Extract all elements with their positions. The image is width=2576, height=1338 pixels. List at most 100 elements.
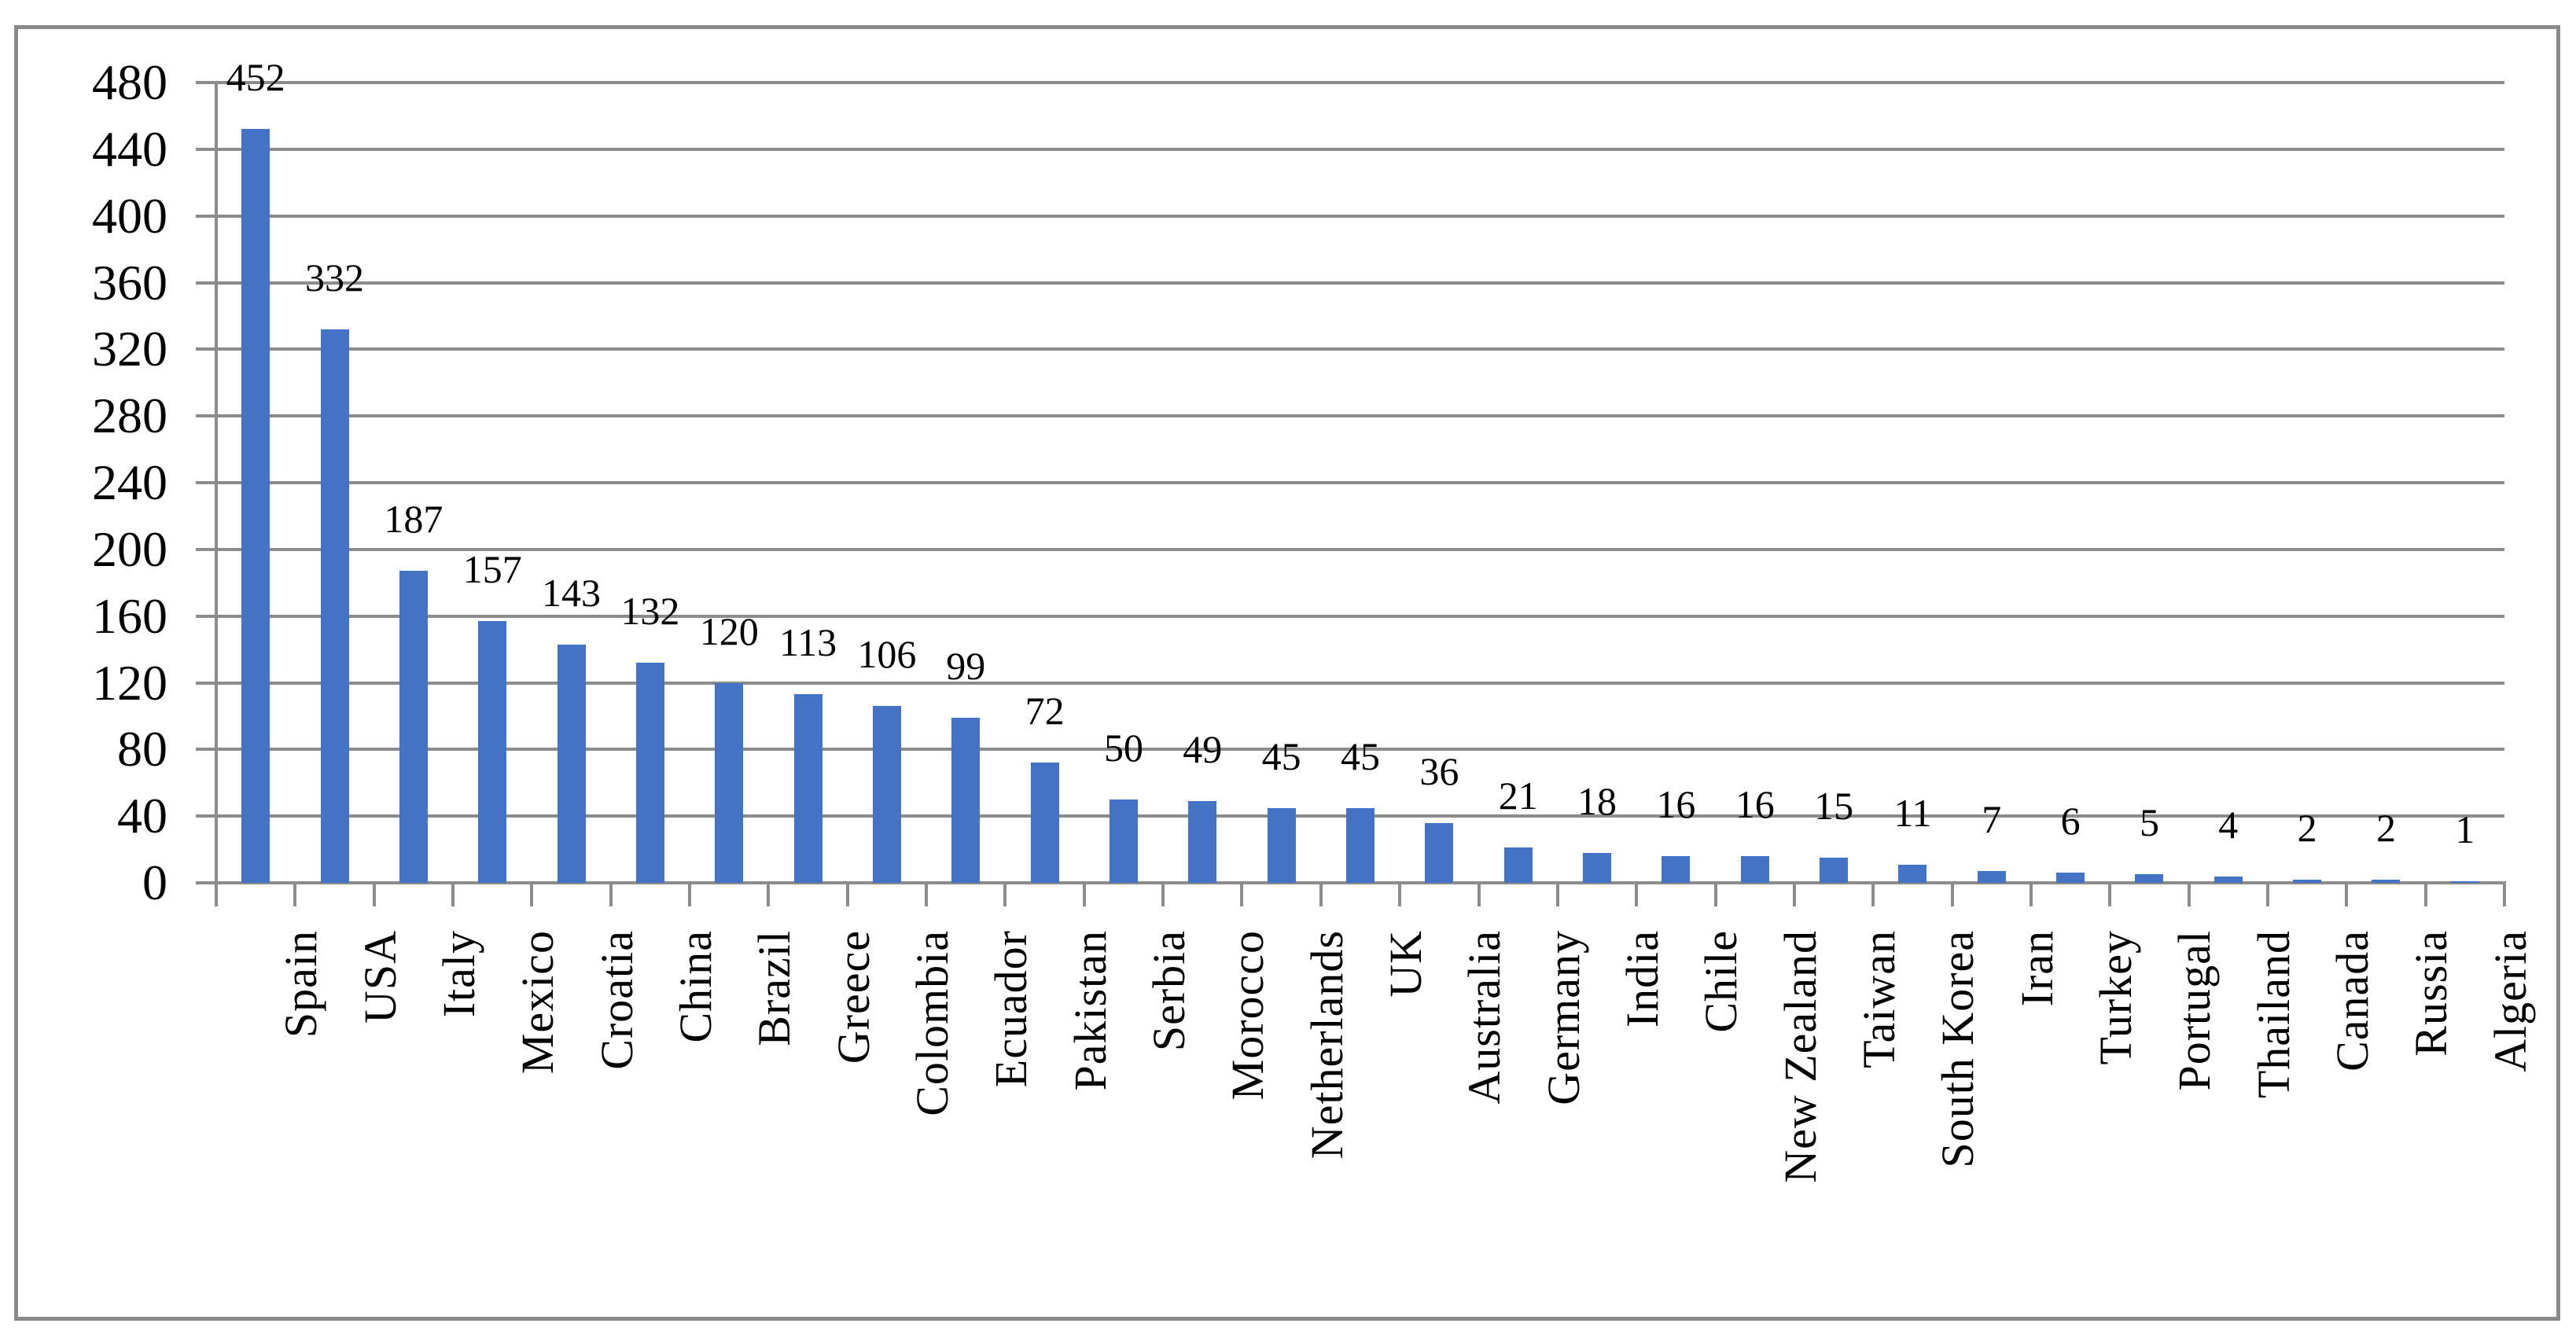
x-axis-tick [451, 883, 455, 906]
data-label-italy: 187 [384, 497, 443, 542]
y-axis-tick-40 [196, 814, 216, 818]
x-axis-label-new-zealand: New Zealand [1774, 930, 1826, 1183]
gridline-200 [216, 547, 2504, 551]
x-axis-label-netherlands: Netherlands [1301, 930, 1352, 1160]
bar-new-zealand [1740, 856, 1769, 883]
bar-turkey [2056, 873, 2085, 883]
x-axis-tick [2423, 883, 2427, 906]
y-axis-tick-440 [196, 147, 216, 151]
data-label-australia: 36 [1419, 748, 1459, 793]
x-axis-label-croatia: Croatia [591, 930, 642, 1070]
x-axis-tick [1082, 883, 1086, 906]
bar-morocco [1188, 801, 1217, 883]
bar-russia [2372, 879, 2401, 883]
y-axis-tick-label-480: 480 [92, 54, 167, 110]
data-label-croatia: 143 [542, 570, 602, 615]
x-axis-label-ecuador: Ecuador [985, 930, 1037, 1088]
data-label-russia: 2 [2375, 805, 2396, 850]
chart-frame: 0 40 80 120 160 200 240 280 320 360 400 440 480 452 Sp… [14, 25, 2560, 1321]
x-axis-tick [767, 883, 771, 906]
data-label-colombia: 106 [857, 632, 917, 677]
x-axis-tick [215, 883, 218, 906]
x-axis-label-pakistan: Pakistan [1064, 930, 1116, 1091]
bar-uk [1346, 807, 1374, 883]
x-axis-tick [293, 883, 297, 906]
x-axis-tick [530, 883, 534, 906]
data-label-thailand: 4 [2218, 802, 2239, 847]
gridline-480 [216, 81, 2504, 84]
x-axis-label-germany: Germany [1537, 930, 1589, 1105]
x-axis-tick [2029, 883, 2033, 906]
x-axis-tick [1161, 883, 1165, 906]
y-axis-tick-label-120: 120 [92, 654, 167, 711]
x-axis-tick [845, 883, 849, 906]
data-label-serbia: 50 [1103, 725, 1143, 770]
gridline-280 [216, 414, 2504, 418]
y-axis-tick-480 [196, 81, 216, 84]
bar-spain [241, 129, 270, 883]
x-axis-tick [1792, 883, 1796, 906]
data-label-greece: 113 [779, 620, 837, 665]
x-axis-label-russia: Russia [2405, 930, 2457, 1057]
y-axis-tick-label-160: 160 [92, 587, 167, 644]
x-axis-label-thailand: Thailand [2247, 930, 2299, 1099]
data-label-brazil: 120 [699, 608, 759, 653]
bar-colombia [872, 706, 901, 883]
x-axis-label-brazil: Brazil [749, 930, 800, 1046]
data-label-taiwan: 15 [1814, 784, 1854, 829]
data-label-canada: 2 [2297, 805, 2317, 850]
bar-chile [1662, 856, 1691, 883]
gridline-440 [216, 147, 2504, 151]
x-axis-tick [925, 883, 929, 906]
x-axis-label-portugal: Portugal [2169, 930, 2221, 1091]
x-axis-label-greece: Greece [827, 930, 879, 1064]
data-label-spain: 452 [226, 55, 285, 100]
bar-pakistan [1030, 763, 1059, 883]
y-axis-tick-label-40: 40 [117, 788, 167, 844]
x-axis-tick [1319, 883, 1323, 906]
x-axis-label-serbia: Serbia [1143, 930, 1194, 1052]
x-axis-tick [688, 883, 692, 906]
x-axis-tick [1950, 883, 1954, 906]
x-axis-label-spain: Spain [275, 930, 327, 1038]
gridline-120 [216, 681, 2504, 685]
x-axis-tick [1871, 883, 1875, 906]
bar-chart-plot-area: 0 40 80 120 160 200 240 280 320 360 400 440 480 452 Sp… [18, 29, 2556, 1317]
data-label-pakistan: 72 [1025, 689, 1065, 733]
bar-china [635, 663, 664, 883]
bar-mexico [478, 621, 507, 883]
bar-greece [793, 694, 822, 883]
x-axis-tick [1555, 883, 1559, 906]
y-axis-line [215, 81, 218, 884]
data-label-morocco: 49 [1183, 727, 1223, 772]
x-axis-label-uk: UK [1380, 930, 1431, 998]
y-axis-tick-200 [196, 547, 216, 551]
bar-germany [1503, 847, 1533, 883]
y-axis-tick-280 [196, 414, 216, 418]
data-label-south-korea: 11 [1893, 790, 1932, 835]
data-label-iran: 7 [1982, 797, 2002, 842]
x-axis-label-australia: Australia [1459, 930, 1511, 1105]
x-axis-label-canada: Canada [2327, 930, 2379, 1072]
y-axis-tick-400 [196, 214, 216, 218]
bar-thailand [2214, 876, 2243, 883]
gridline-320 [216, 347, 2504, 351]
y-axis-tick-label-0: 0 [142, 855, 167, 910]
x-axis-label-south-korea: South Korea [1932, 930, 1984, 1168]
y-axis-tick-label-320: 320 [92, 321, 167, 377]
x-axis-label-iran: Iran [2011, 930, 2063, 1007]
x-axis-label-algeria: Algeria [2484, 930, 2536, 1072]
x-axis-label-india: India [1617, 930, 1669, 1028]
x-axis-label-china: China [669, 930, 721, 1043]
x-axis-tick [2503, 883, 2506, 906]
x-axis-tick [1477, 883, 1481, 906]
y-axis-tick-80 [196, 748, 216, 752]
x-axis-tick [372, 883, 376, 906]
gridline-360 [216, 281, 2504, 285]
y-axis-tick-label-400: 400 [92, 187, 167, 244]
x-axis-tick [2345, 883, 2349, 906]
bar-usa [320, 329, 349, 883]
x-axis-label-mexico: Mexico [512, 930, 564, 1075]
data-label-portugal: 5 [2139, 800, 2159, 845]
y-axis-tick-label-200: 200 [92, 520, 167, 577]
